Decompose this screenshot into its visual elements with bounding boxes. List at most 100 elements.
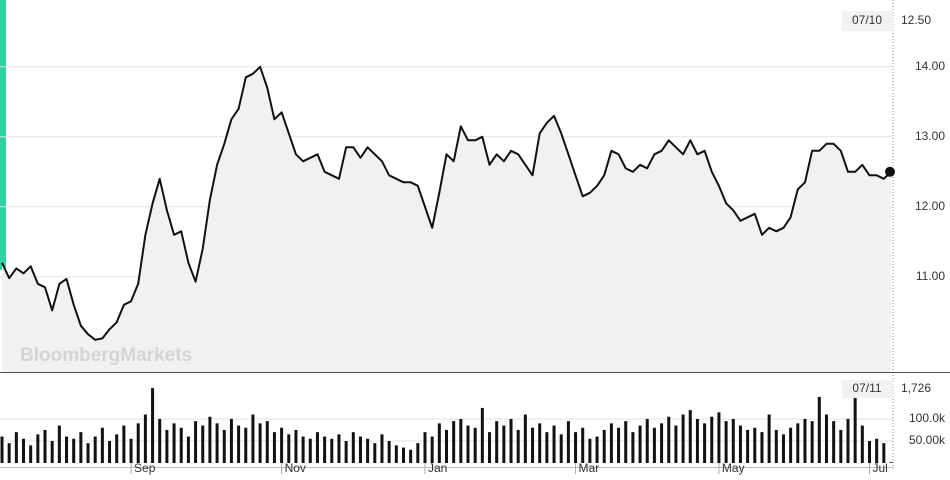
volume-bar: [595, 436, 599, 463]
volume-bar: [674, 425, 678, 463]
volume-bar: [50, 440, 54, 463]
volume-bar: [430, 436, 434, 463]
volume-bar: [631, 432, 635, 463]
volume-bar: [552, 425, 556, 463]
volume-bar: [796, 423, 800, 463]
volume-bar: [366, 438, 370, 463]
volume-bar: [495, 421, 499, 463]
volume-bar: [394, 445, 398, 463]
price-area: [2, 66, 891, 373]
volume-bar: [480, 407, 484, 463]
volume-bar: [574, 432, 578, 463]
volume-bar: [789, 427, 793, 463]
volume-bar: [65, 436, 69, 463]
volume-bar: [602, 429, 606, 463]
volume-bar: [545, 432, 549, 463]
volume-bar: [638, 425, 642, 463]
date-flag: [842, 380, 893, 398]
volume-bar: [875, 438, 879, 463]
volume-bar: [308, 438, 312, 463]
volume-bar: [832, 421, 836, 463]
volume-bar: [846, 418, 850, 463]
volume-bar: [660, 423, 664, 463]
volume-bar: [667, 416, 671, 463]
date-flag: [842, 11, 893, 31]
volume-bar: [387, 440, 391, 463]
volume-bar: [538, 423, 542, 463]
volume-bar: [731, 418, 735, 463]
volume-bar: [265, 421, 269, 463]
volume-bar: [208, 416, 212, 463]
volume-bar: [860, 425, 864, 463]
volume-bar: [358, 436, 362, 463]
volume-bar: [781, 434, 785, 463]
volume-bar: [280, 427, 284, 463]
volume-bar: [588, 438, 592, 463]
volume-bar: [315, 432, 319, 463]
volume-bar: [229, 418, 233, 463]
volume-bar: [717, 412, 721, 463]
volume-bar: [222, 429, 226, 463]
last-value: 1,726: [901, 381, 931, 395]
volume-bar: [803, 418, 807, 463]
volume-bar: [129, 438, 133, 463]
volume-bar: [194, 421, 198, 463]
volume-bar: [22, 438, 26, 463]
volume-bar: [853, 396, 857, 463]
volume-bar: [294, 429, 298, 463]
volume-bar: [244, 427, 248, 463]
volume-bar: [0, 436, 4, 463]
volume-bar: [746, 429, 750, 463]
volume-bar: [122, 425, 126, 463]
y-tick-label: 14.00: [915, 59, 945, 73]
volume-bar: [36, 434, 40, 463]
volume-bar: [323, 436, 327, 463]
y-tick-label: 11.00: [916, 269, 945, 283]
watermark: BloombergMarkets: [20, 345, 192, 366]
volume-bar: [93, 436, 97, 463]
y-tick-label: 13.00: [915, 129, 945, 143]
y-tick-label: 50.00k: [909, 433, 946, 447]
volume-bar: [767, 414, 771, 463]
volume-bar: [172, 423, 176, 463]
volume-bar: [215, 423, 219, 463]
volume-bar: [703, 423, 707, 463]
volume-bar: [774, 429, 778, 463]
volume-bar: [251, 414, 255, 463]
volume-bar: [344, 440, 348, 463]
volume-bar: [488, 432, 492, 463]
volume-bar: [867, 440, 871, 463]
volume-bar: [882, 443, 886, 463]
volume-bar: [165, 429, 169, 463]
volume-bar: [14, 432, 18, 463]
volume-bar: [681, 414, 685, 463]
volume-bar: [609, 423, 613, 463]
volume-bar: [688, 410, 692, 463]
volume-bar: [559, 434, 563, 463]
volume-bar: [817, 396, 821, 463]
x-tick-label: Jul: [872, 461, 887, 475]
volume-bar: [115, 434, 119, 463]
volume-bar: [416, 443, 420, 463]
volume-bar: [179, 427, 183, 463]
y-tick-label: 100.0k: [909, 411, 946, 425]
volume-bar: [466, 425, 470, 463]
volume-bar: [143, 414, 147, 463]
x-tick-label: May: [722, 461, 745, 475]
y-tick-label: 12.00: [915, 199, 945, 213]
volume-bar: [452, 421, 456, 463]
volume-bar: [423, 432, 427, 463]
volume-bar: [380, 434, 384, 463]
volume-bar: [437, 423, 441, 463]
volume-bar: [839, 429, 843, 463]
volume-bar: [237, 425, 241, 463]
volume-bar: [645, 418, 649, 463]
volume-bar: [108, 440, 112, 463]
volume-bar: [272, 432, 276, 463]
volume-bar: [760, 432, 764, 463]
volume-bar: [502, 425, 506, 463]
last-point: [885, 166, 895, 177]
volume-bar: [445, 429, 448, 463]
last-date: 07/11: [852, 381, 881, 395]
